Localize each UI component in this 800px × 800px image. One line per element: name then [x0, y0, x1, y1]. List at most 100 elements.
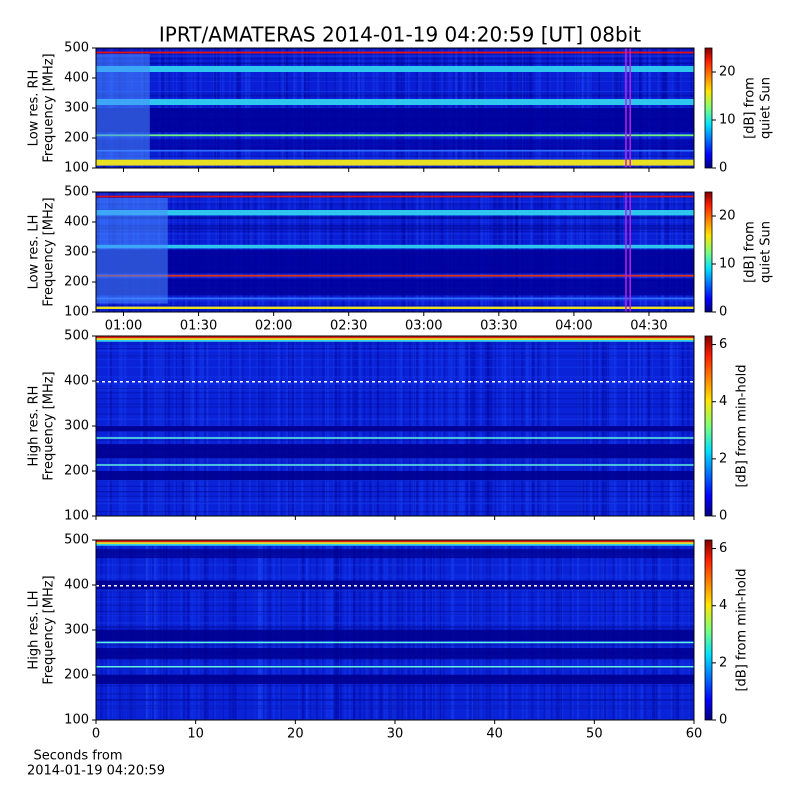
heatmap-noise — [96, 358, 694, 360]
heatmap-dash — [294, 585, 297, 587]
heatmap-dash — [330, 381, 333, 383]
colorbar-label: quiet Sun — [759, 221, 774, 283]
heatmap-noise — [96, 63, 694, 65]
heatmap-noise — [96, 700, 694, 702]
heatmap-noise — [96, 56, 694, 58]
heatmap-dash — [444, 381, 447, 383]
heatmap-noise — [96, 389, 694, 391]
heatmap-dash — [384, 381, 387, 383]
heatmap-dash — [534, 381, 537, 383]
y-axis-label: Low res. LH — [27, 215, 42, 290]
heatmap-dash — [252, 381, 255, 383]
heatmap-noise — [96, 277, 694, 279]
heatmap-noise — [96, 148, 694, 150]
heatmap-noise — [96, 48, 694, 50]
heatmap-noise — [96, 155, 694, 157]
heatmap-band — [96, 51, 694, 54]
heatmap-noise — [96, 629, 694, 631]
heatmap-noise — [96, 705, 694, 707]
heatmap-noise — [96, 226, 694, 228]
y-axis-label: Frequency [MHz] — [42, 197, 57, 306]
heatmap-dash — [492, 381, 495, 383]
heatmap-noise — [96, 157, 694, 159]
heatmap-band — [96, 437, 694, 439]
heatmap-dash — [630, 585, 633, 587]
heatmap-dash — [150, 381, 153, 383]
y-tick-label: 200 — [64, 668, 89, 683]
heatmap-dash — [168, 381, 171, 383]
heatmap-noise — [96, 58, 694, 60]
heatmap-dash — [402, 381, 405, 383]
heatmap-noise — [96, 576, 694, 578]
heatmap-dash — [150, 585, 153, 587]
heatmap-dash — [96, 585, 99, 587]
heatmap-noise — [96, 398, 694, 400]
heatmap-dash — [468, 585, 471, 587]
heatmap-noise — [96, 564, 694, 566]
heatmap-noise — [96, 600, 694, 602]
heatmap-burst — [96, 198, 168, 304]
heatmap-noise — [96, 383, 694, 385]
heatmap-noise — [96, 309, 694, 311]
heatmap-noise — [96, 406, 694, 408]
heatmap-noise — [96, 227, 694, 229]
heatmap-dash — [552, 381, 555, 383]
heatmap-noise — [96, 344, 694, 346]
heatmap-noise — [96, 136, 694, 138]
colorbar-tick-label: 0 — [719, 713, 727, 728]
colorbar-tick-label: 0 — [719, 161, 727, 176]
heatmap-band — [96, 150, 694, 152]
heatmap-noise — [96, 81, 694, 83]
heatmap-noise — [96, 699, 694, 701]
heatmap-dash — [204, 381, 207, 383]
heatmap-band — [96, 306, 694, 309]
x-axis-label: Seconds from — [33, 749, 122, 764]
heatmap-band — [96, 338, 694, 340]
heatmap-dash — [102, 585, 105, 587]
heatmap-dash — [366, 585, 369, 587]
heatmap-dash — [660, 381, 663, 383]
heatmap-noise — [96, 350, 694, 352]
heatmap-band — [96, 464, 694, 466]
heatmap-noise — [96, 491, 694, 493]
heatmap-dash — [570, 585, 573, 587]
y-tick-label: 500 — [64, 533, 89, 548]
heatmap-noise — [96, 418, 694, 420]
heatmap-dash — [252, 585, 255, 587]
y-tick-label: 300 — [64, 623, 89, 638]
heatmap-noise — [96, 216, 694, 218]
heatmap-dash — [594, 585, 597, 587]
heatmap-noise — [96, 349, 694, 351]
heatmap-noise — [96, 674, 694, 676]
heatmap-dash — [324, 381, 327, 383]
heatmap-noise — [96, 491, 694, 493]
y-tick-label: 100 — [64, 305, 89, 320]
heatmap-noise — [96, 54, 694, 56]
heatmap-noise — [96, 92, 694, 94]
heatmap-noise — [96, 495, 694, 497]
heatmap-noise — [96, 157, 694, 159]
y-tick-label: 400 — [64, 578, 89, 593]
heatmap-dash — [210, 381, 213, 383]
heatmap-dash — [540, 381, 543, 383]
x-tick-label: 01:00 — [105, 319, 142, 334]
heatmap-band — [96, 580, 694, 590]
marker-line — [625, 48, 627, 168]
heatmap-dash — [426, 585, 429, 587]
heatmap-dash — [642, 381, 645, 383]
heatmap-noise — [96, 604, 694, 606]
heatmap-noise — [96, 503, 694, 505]
y-tick-label: 400 — [64, 71, 89, 86]
heatmap-noise — [96, 233, 694, 235]
heatmap-noise — [96, 499, 694, 501]
heatmap-noise — [96, 227, 694, 229]
heatmap-dash — [114, 585, 117, 587]
heatmap-dash — [690, 585, 693, 587]
heatmap-dash — [438, 585, 441, 587]
heatmap-dash — [480, 381, 483, 383]
heatmap-dash — [264, 381, 267, 383]
heatmap-dash — [654, 585, 657, 587]
x-tick-label: 04:30 — [630, 319, 667, 334]
y-axis-label: Frequency [MHz] — [42, 575, 57, 684]
